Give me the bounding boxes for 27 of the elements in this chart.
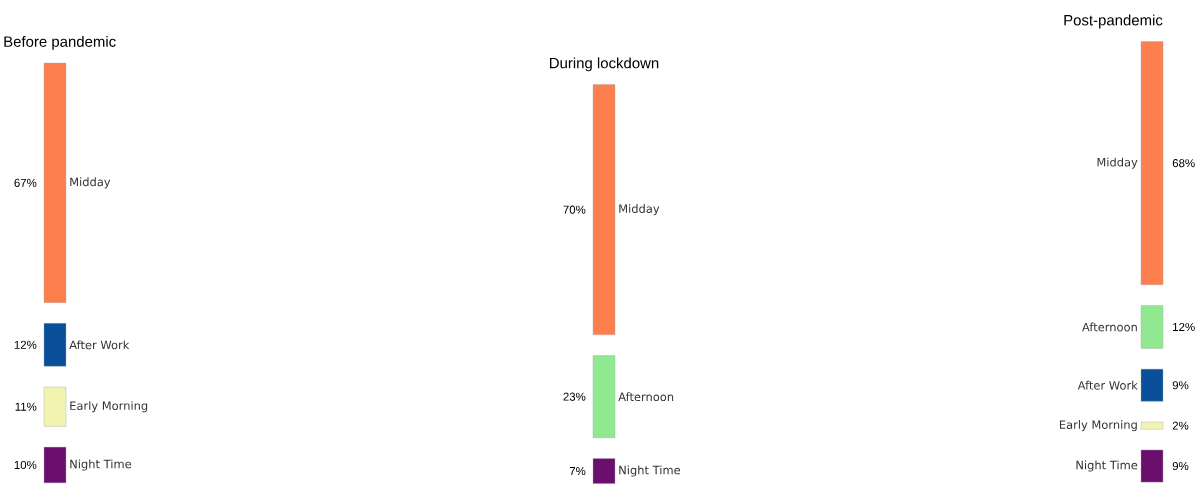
text: During lockdown <box>549 57 659 72</box>
category-label: Early Morning <box>1059 420 1137 432</box>
category-label: Night Time <box>70 459 132 471</box>
category-label: Afternoon <box>1082 322 1137 332</box>
data-label: 23% <box>563 392 586 401</box>
category-label: Early Morning <box>70 401 148 413</box>
category-label: Afternoon <box>618 392 674 402</box>
data-label: 67% <box>14 178 37 187</box>
data-label: 10% <box>14 460 37 470</box>
data-label: 7% <box>569 467 586 476</box>
data-label: 12% <box>1173 322 1195 331</box>
text: Before pandemic <box>4 35 116 50</box>
category-label: Midday <box>70 177 111 189</box>
data-label: 2% <box>1172 421 1189 430</box>
category-label: After Work <box>69 340 130 350</box>
data-label: 12% <box>14 340 37 349</box>
data-label: 68% <box>1172 159 1195 168</box>
data-label: 70% <box>563 205 586 214</box>
category-label: Night Time <box>619 465 681 477</box>
data-label: 9% <box>1172 461 1189 471</box>
data-label: 9% <box>1172 381 1189 390</box>
data-label: 11% <box>15 402 37 411</box>
category-label: Midday <box>619 204 660 216</box>
category-label: Midday <box>1097 157 1138 169</box>
text: Post-pandemic <box>1064 14 1163 29</box>
category-label: Night Time <box>1076 460 1138 472</box>
category-label: After Work <box>1077 380 1138 390</box>
